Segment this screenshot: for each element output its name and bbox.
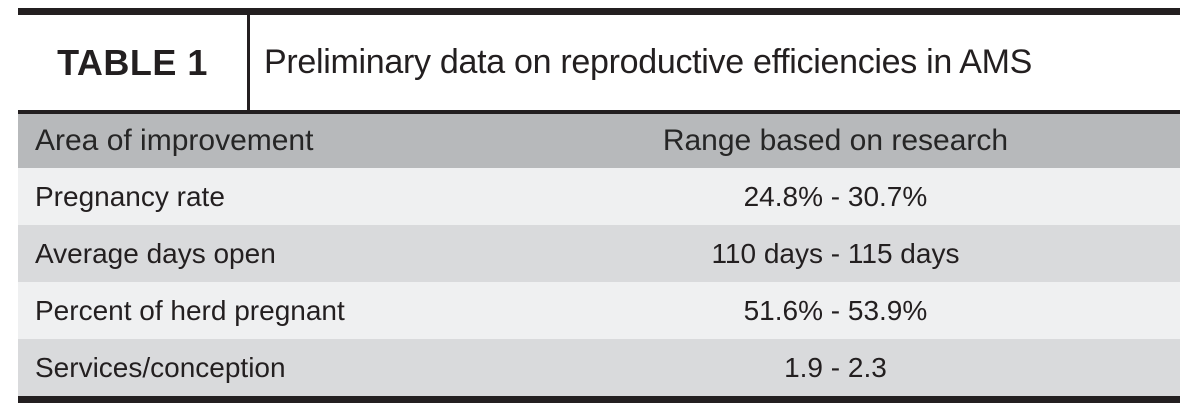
table-label: TABLE 1 [57, 41, 208, 83]
row-area-cell: Pregnancy rate [35, 180, 225, 212]
row-range-cell: 1.9 - 2.3 [784, 351, 887, 383]
table-title: Preliminary data on reproductive efficie… [264, 43, 1033, 81]
table-row: Average days open 110 days - 115 days [18, 225, 1180, 282]
row-area-cell: Percent of herd pregnant [35, 294, 345, 326]
table-row: Pregnancy rate 24.8% - 30.7% [18, 168, 1180, 225]
table-caption-row: TABLE 1 Preliminary data on reproductive… [18, 15, 1180, 110]
table-row: Services/conception 1.9 - 2.3 [18, 339, 1180, 396]
header-top-rule [18, 110, 1180, 114]
row-range-cell: 110 days - 115 days [711, 237, 960, 269]
row-range-cell: 24.8% - 30.7% [743, 180, 928, 212]
bottom-border-rule [18, 396, 1180, 403]
top-border-rule [18, 8, 1180, 15]
caption-divider [247, 15, 250, 110]
row-area-cell: Average days open [35, 237, 276, 269]
row-range-cell: 51.6% - 53.9% [743, 294, 928, 326]
table-row: Percent of herd pregnant 51.6% - 53.9% [18, 282, 1180, 339]
column-header-area: Area of improvement [35, 124, 314, 157]
table-figure: TABLE 1 Preliminary data on reproductive… [18, 8, 1180, 403]
column-header-range: Range based on research [662, 124, 1009, 157]
row-area-cell: Services/conception [35, 351, 286, 383]
table-header-row: Area of improvement Range based on resea… [18, 114, 1180, 168]
